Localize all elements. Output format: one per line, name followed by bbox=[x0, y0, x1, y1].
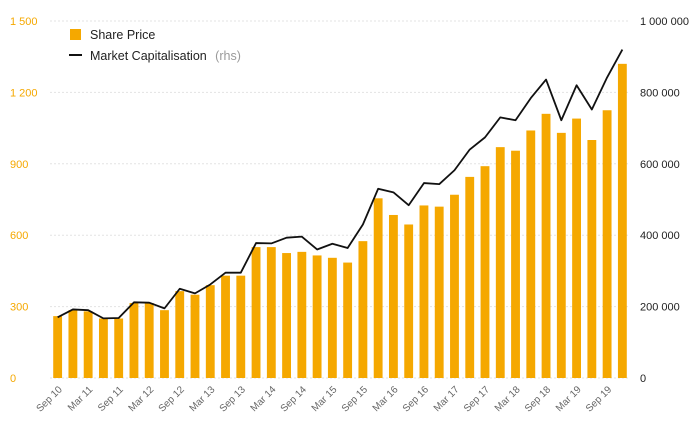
share-price-bar bbox=[129, 303, 139, 378]
share-price-bar bbox=[160, 310, 169, 378]
legend-share-price-label: Share Price bbox=[90, 28, 155, 42]
right-axis-tick-label: 800 000 bbox=[640, 87, 680, 99]
left-axis-tick-label: 1 200 bbox=[10, 87, 38, 99]
share-price-bar bbox=[144, 303, 154, 378]
share-price-bar bbox=[68, 310, 78, 378]
market-cap-line bbox=[57, 49, 624, 320]
share-price-bar bbox=[83, 311, 93, 378]
x-axis-tick-label: Sep 17 bbox=[462, 384, 492, 414]
share-price-bar bbox=[282, 253, 291, 378]
legend: Share Price Market Capitalisation (rhs) bbox=[69, 28, 241, 64]
right-axis-tick-label: 400 000 bbox=[640, 230, 680, 242]
left-axis-tick-label: 600 bbox=[10, 230, 28, 242]
x-axis-tick-label: Mar 12 bbox=[127, 384, 157, 414]
left-axis: 0 300 600 900 1 200 1 500 bbox=[10, 16, 38, 385]
share-price-bar bbox=[572, 118, 581, 378]
legend-share-price-swatch bbox=[70, 29, 81, 40]
x-axis-tick-label: Sep 11 bbox=[96, 384, 126, 414]
x-axis-tick-label: Sep 13 bbox=[218, 384, 248, 414]
left-axis-tick-label: 300 bbox=[10, 302, 28, 314]
left-axis-tick-label: 0 bbox=[10, 373, 16, 385]
x-axis-tick-label: Sep 12 bbox=[157, 384, 187, 414]
share-price-bar bbox=[327, 257, 337, 378]
share-price-bar bbox=[98, 318, 108, 378]
share-price-bar bbox=[541, 113, 551, 378]
left-axis-tick-label: 1 500 bbox=[10, 16, 38, 28]
share-price-bar bbox=[495, 147, 505, 378]
x-axis-tick-label: Mar 13 bbox=[188, 384, 218, 414]
right-axis-tick-label: 0 bbox=[640, 373, 646, 385]
share-price-bar bbox=[404, 224, 414, 378]
share-price-bar bbox=[53, 316, 63, 378]
legend-market-cap-note: (rhs) bbox=[215, 49, 241, 63]
share-price-bar bbox=[450, 194, 459, 378]
x-axis-tick-label: Sep 16 bbox=[401, 384, 431, 414]
share-price-bar bbox=[388, 214, 398, 378]
share-price-bar bbox=[358, 241, 368, 378]
share-price-bar bbox=[480, 166, 490, 378]
share-price-bar bbox=[602, 110, 612, 378]
x-axis-tick-label: Mar 15 bbox=[310, 384, 340, 414]
share-price-bar bbox=[297, 251, 307, 378]
x-axis: Sep 10 Mar 11 Sep 11 Mar 12 Sep 12 Mar 13 Sep … bbox=[35, 384, 615, 415]
share-price-bar bbox=[266, 247, 276, 378]
x-axis-tick-label: Mar 19 bbox=[554, 384, 584, 414]
share-price-bar bbox=[434, 206, 444, 378]
x-axis-tick-label: Mar 16 bbox=[371, 384, 401, 414]
x-axis-tick-label: Mar 18 bbox=[493, 384, 523, 414]
share-price-bar bbox=[556, 132, 566, 378]
legend-market-cap-text: Market Capitalisation bbox=[90, 49, 207, 63]
x-axis-tick-label: Sep 19 bbox=[584, 384, 614, 414]
share-price-bar bbox=[190, 294, 200, 378]
share-price-bar bbox=[251, 247, 261, 378]
x-axis-tick-label: Mar 11 bbox=[66, 384, 96, 414]
share-price-bar bbox=[205, 285, 215, 378]
share-price-bar bbox=[419, 205, 429, 378]
share-price-bar bbox=[587, 140, 597, 378]
share-price-bar bbox=[343, 262, 353, 378]
right-axis: 0 200 000 400 000 600 000 800 000 1 000 000 bbox=[640, 16, 689, 385]
share-price-bar bbox=[175, 291, 185, 378]
x-axis-tick-label: Sep 14 bbox=[279, 384, 309, 414]
share-price-bar bbox=[373, 198, 383, 378]
share-price-bar bbox=[511, 150, 520, 378]
x-axis-tick-label: Mar 14 bbox=[249, 384, 279, 414]
x-axis-tick-label: Sep 18 bbox=[523, 384, 553, 414]
share-price-bar bbox=[236, 275, 246, 378]
share-price-bar bbox=[526, 130, 536, 378]
share-price-bar bbox=[114, 318, 124, 378]
right-axis-tick-label: 1 000 000 bbox=[640, 16, 689, 28]
x-axis-tick-label: Sep 15 bbox=[340, 384, 370, 414]
left-axis-tick-label: 900 bbox=[10, 159, 28, 171]
share-price-bars bbox=[53, 63, 627, 379]
right-axis-tick-label: 200 000 bbox=[640, 302, 680, 314]
share-price-bar bbox=[465, 176, 475, 378]
right-axis-tick-label: 600 000 bbox=[640, 159, 680, 171]
share-price-bar bbox=[221, 275, 230, 378]
share-price-bar bbox=[312, 255, 322, 378]
legend-market-cap-label: Market Capitalisation (rhs) bbox=[90, 47, 241, 64]
market-cap-line-layer bbox=[57, 49, 624, 320]
x-axis-tick-label: Mar 17 bbox=[432, 384, 462, 414]
x-axis-tick-label: Sep 10 bbox=[35, 384, 65, 414]
share-price-bar bbox=[617, 63, 627, 379]
